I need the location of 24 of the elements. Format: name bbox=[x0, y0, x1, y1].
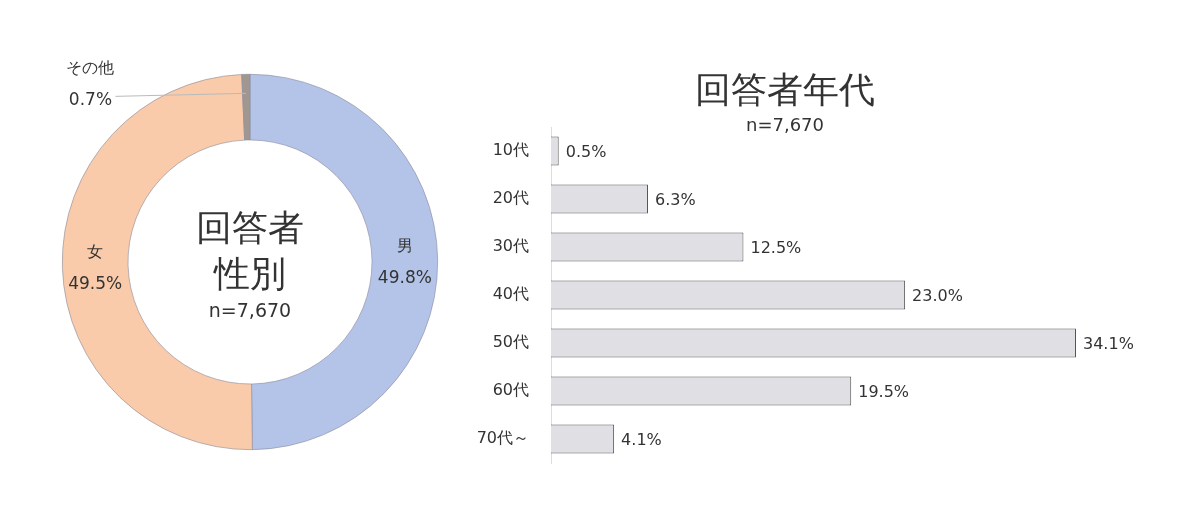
data-label: 23.0% bbox=[912, 286, 963, 306]
y-tick-label: 20代 bbox=[492, 188, 529, 208]
data-label: 4.1% bbox=[621, 430, 662, 450]
chart-title: 回答者年代 bbox=[694, 68, 876, 112]
y-tick-label: 40代 bbox=[492, 284, 529, 304]
data-label: 19.5% bbox=[858, 382, 910, 402]
y-tick-label: 60代 bbox=[492, 380, 529, 400]
data-label: 49.8% bbox=[377, 267, 432, 288]
text: 回答者性別 bbox=[195, 206, 305, 296]
y-tick-label: 30代 bbox=[492, 236, 529, 256]
slice-label: 男 bbox=[396, 236, 413, 256]
slice-label: その他 bbox=[66, 57, 115, 77]
slice-label: 女 bbox=[87, 241, 104, 261]
y-tick-label: 10代 bbox=[492, 140, 529, 160]
data-label: 12.5% bbox=[750, 238, 802, 258]
data-label: 34.1% bbox=[1083, 334, 1134, 354]
data-label: 6.3% bbox=[654, 190, 696, 210]
data-label: 49.5% bbox=[68, 272, 123, 293]
y-tick-label: 50代 bbox=[492, 332, 529, 352]
y-tick-label: 70代～ bbox=[476, 428, 529, 448]
text: n=7,670 bbox=[207, 299, 293, 321]
chart-subtitle: n=7,670 bbox=[745, 114, 825, 135]
data-label: 0.7% bbox=[68, 88, 113, 109]
data-label: 0.5% bbox=[565, 142, 607, 162]
